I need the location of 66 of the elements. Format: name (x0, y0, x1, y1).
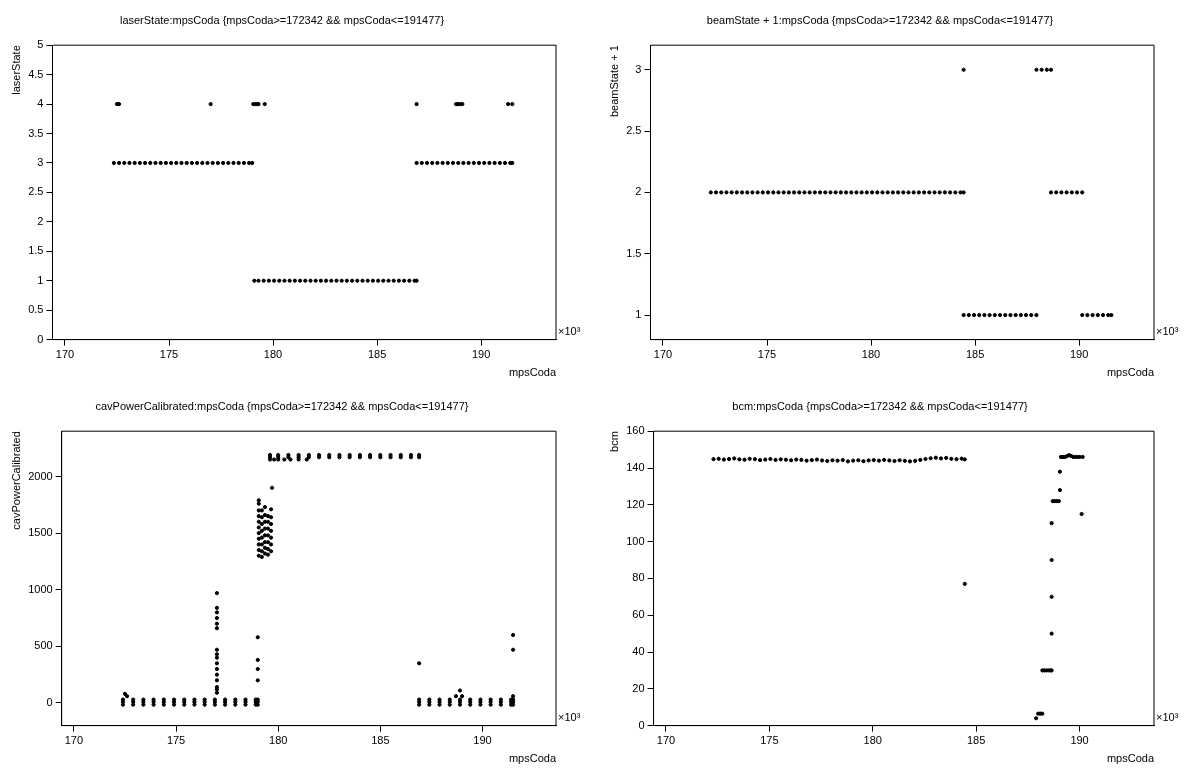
x-axis-title: mpsCoda (1106, 366, 1155, 379)
x-tick-label: 175 (166, 734, 186, 747)
x-tick-label: 180 (269, 734, 288, 747)
chart-title: bcm:mpsCoda {mpsCoda>=172342 && mpsCoda<=191477} (732, 399, 1029, 412)
y-tick-label: 1 (635, 308, 642, 321)
x-axis-title: mpsCoda (508, 366, 557, 379)
y-tick-label: 2 (37, 214, 44, 227)
x-tick-label: 180 (861, 348, 881, 361)
x-axis-title: mpsCoda (508, 752, 557, 765)
x-tick-label: 170 (656, 734, 676, 747)
y-axis-title: laserState (9, 45, 22, 95)
y-tick-label: 1000 (28, 582, 53, 595)
x-tick-label: 190 (1070, 734, 1089, 747)
y-tick-label: 3 (635, 62, 642, 75)
x-tick-label: 175 (757, 348, 777, 361)
y-tick-label: 1.5 (626, 246, 642, 259)
x-tick-label: 170 (55, 348, 75, 361)
chart-title: beamState + 1:mpsCoda {mpsCoda>=172342 && mpsCoda<=191477} (706, 13, 1054, 26)
y-axis-title: cavPowerCalibrated (9, 431, 22, 530)
y-tick-label: 40 (632, 645, 645, 658)
y-tick-label: 0 (46, 695, 53, 708)
y-tick-label: 2000 (28, 469, 53, 482)
y-tick-label: 0.5 (28, 303, 44, 316)
x-tick-label: 190 (1069, 348, 1089, 361)
x-tick-label: 185 (367, 348, 387, 361)
y-tick-label: 140 (626, 461, 645, 474)
y-tick-label: 3.5 (28, 126, 44, 139)
x-tick-label: 190 (473, 734, 492, 747)
chart-title: cavPowerCalibrated:mpsCoda {mpsCoda>=172342 && mpsCoda<=191477} (95, 399, 469, 412)
y-tick-label: 4.5 (28, 67, 44, 80)
y-tick-label: 60 (632, 608, 645, 621)
y-tick-label: 4 (37, 97, 44, 110)
y-tick-label: 0 (638, 718, 645, 731)
y-tick-label: 160 (626, 424, 645, 437)
y-tick-label: 2 (635, 185, 642, 198)
text: ×10³ (1156, 710, 1179, 723)
x-tick-label: 185 (966, 734, 986, 747)
y-tick-label: 20 (632, 681, 645, 694)
x-tick-label: 175 (159, 348, 179, 361)
y-axis-title: bcm (607, 431, 620, 452)
y-tick-label: 2.5 (626, 124, 642, 137)
x-tick-label: 180 (863, 734, 882, 747)
y-axis-title: beamState + 1 (607, 45, 620, 118)
y-tick-label: 1500 (28, 526, 53, 539)
y-tick-label: 1.5 (28, 244, 44, 257)
chart-title: laserState:mpsCoda {mpsCoda>=172342 && mpsCoda<=191477} (119, 13, 445, 26)
x-tick-label: 180 (263, 348, 283, 361)
y-tick-label: 2.5 (28, 185, 44, 198)
y-tick-label: 3 (37, 155, 44, 168)
x-tick-label: 170 (64, 734, 84, 747)
x-axis-title: mpsCoda (1106, 752, 1155, 765)
x-tick-label: 190 (471, 348, 491, 361)
y-tick-label: 1 (37, 273, 44, 286)
y-tick-label: 500 (34, 639, 53, 652)
text: ×10³ (558, 324, 581, 337)
y-tick-label: 0 (37, 332, 44, 345)
y-tick-label: 100 (626, 534, 645, 547)
text: ×10³ (558, 710, 581, 723)
x-tick-label: 175 (760, 734, 779, 747)
y-tick-label: 120 (626, 497, 645, 510)
text: ×10³ (1156, 324, 1179, 337)
x-tick-label: 185 (965, 348, 985, 361)
y-tick-label: 80 (632, 571, 645, 584)
x-tick-label: 185 (371, 734, 390, 747)
y-tick-label: 5 (37, 38, 44, 51)
x-tick-label: 170 (653, 348, 673, 361)
